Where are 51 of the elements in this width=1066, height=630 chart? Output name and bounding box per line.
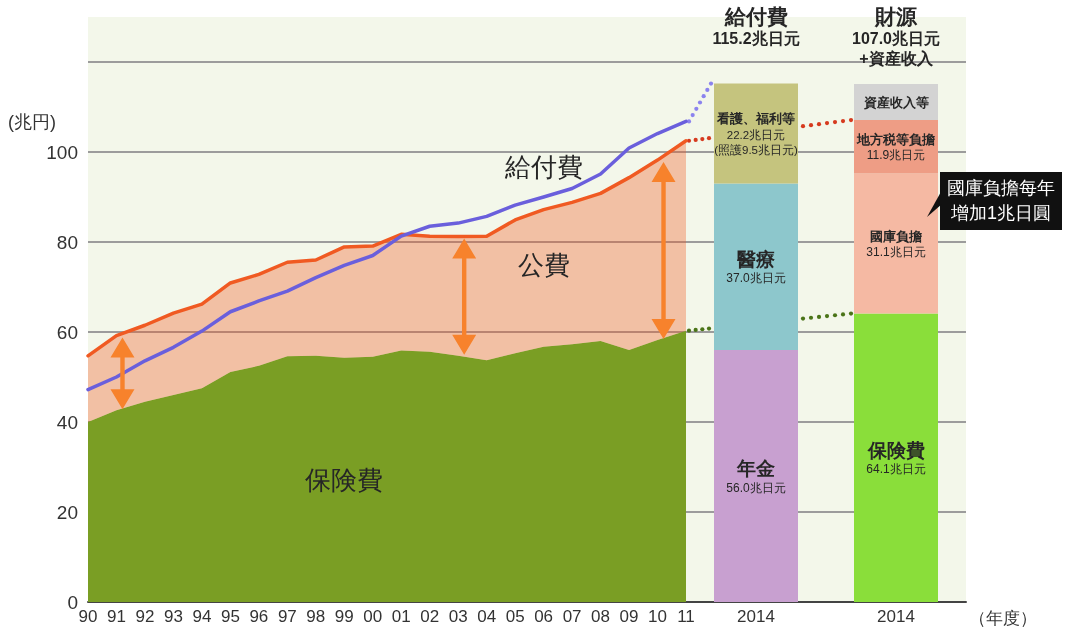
x-tick-label: 04 — [477, 607, 497, 626]
x-tick-label: 2014 — [877, 607, 915, 626]
annotation: 國庫負擔每年增加1兆日圓 — [940, 172, 1062, 230]
y-tick-label: 0 — [67, 591, 78, 613]
series-label: 看護、福利等 — [716, 111, 795, 127]
data-label: 56.0兆日元 — [726, 480, 786, 495]
series-label: 給付費 — [504, 150, 583, 184]
series-label: 保険費 — [305, 463, 384, 497]
x-tick-label: 92 — [135, 607, 155, 626]
data-label: 11.9兆日元 — [866, 148, 926, 163]
x-tick-label: 02 — [420, 607, 440, 626]
y-tick-label: 60 — [56, 321, 78, 343]
y-tick-label: 20 — [56, 501, 78, 523]
x-tick-label: 10 — [648, 607, 667, 626]
series-label: 年金 — [736, 458, 775, 479]
series-label: 國庫負擔 — [870, 228, 922, 244]
y-tick-label: 100 — [46, 141, 78, 163]
data-label: 37.0兆日元 — [726, 271, 786, 286]
y-tick-label: 40 — [56, 411, 78, 433]
x-tick-label: 93 — [163, 607, 183, 626]
x-tick-label: 96 — [249, 607, 269, 626]
x-tick-label: 00 — [363, 607, 383, 626]
total-label: 給付費 115.2兆日元 — [712, 4, 800, 49]
data-label: 22.2兆日元 (照護9.5兆日元) — [714, 128, 798, 156]
x-tick-label: 99 — [334, 607, 354, 626]
x-tick-label: 95 — [220, 607, 240, 626]
x-tick-label: 03 — [448, 607, 468, 626]
x-tick-label: 08 — [591, 607, 611, 626]
total-label: 財源 107.0兆日元 +資産收入 — [851, 4, 941, 69]
x-tick-label: 98 — [306, 607, 326, 626]
x-axis-title: （年度） — [969, 609, 1037, 628]
x-tick-label: 94 — [192, 607, 212, 626]
x-tick-label: 11 — [677, 607, 695, 626]
x-tick-label: 05 — [505, 607, 525, 626]
x-tick-label: 97 — [277, 607, 297, 626]
series-label: 地方税等負擔 — [856, 131, 935, 147]
data-label: 64.1兆日元 — [866, 462, 926, 477]
x-tick-label: 09 — [619, 607, 639, 626]
series-label: 資産收入等 — [862, 94, 929, 110]
series-label: 公費 — [517, 248, 570, 281]
x-tick-label: 2014 — [737, 607, 775, 626]
x-tick-label: 06 — [534, 607, 554, 626]
x-tick-label: 90 — [78, 607, 98, 626]
x-tick-label: 01 — [391, 607, 411, 626]
series-label: 保険費 — [866, 439, 925, 461]
y-axis-title: (兆円) — [8, 111, 56, 134]
y-tick-label: 80 — [56, 231, 78, 253]
data-label: 31.1兆日元 — [866, 245, 926, 260]
series-label: 醫療 — [737, 248, 775, 270]
x-tick-label: 07 — [562, 607, 582, 626]
x-tick-label: 91 — [107, 607, 126, 626]
